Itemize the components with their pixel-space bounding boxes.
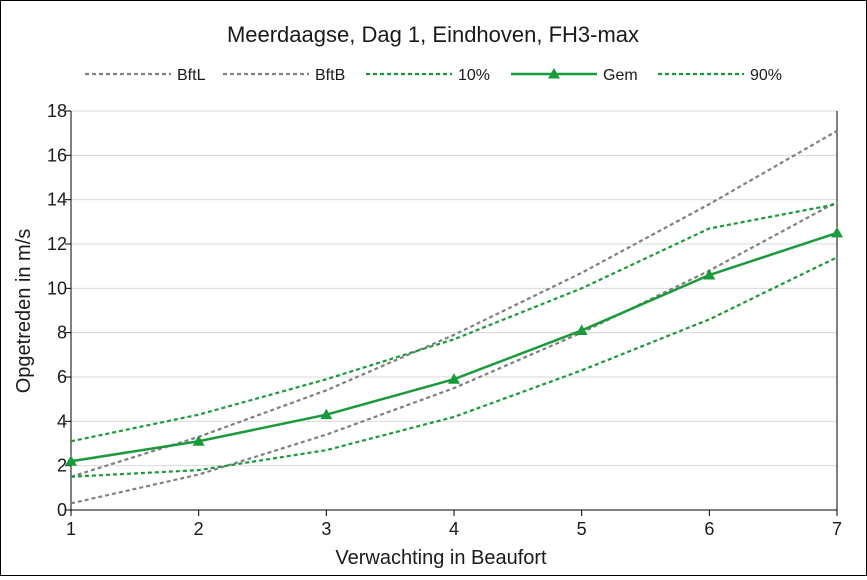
series-gem-line xyxy=(70,231,838,463)
y-tick-label-8: 8 xyxy=(57,323,67,343)
y-tick-label-10: 10 xyxy=(47,278,67,298)
legend-gem-label: Gem xyxy=(603,67,638,84)
axes xyxy=(65,110,838,516)
y-tick-label-0: 0 xyxy=(57,500,67,520)
series-10-line xyxy=(70,256,838,478)
x-tick-label-4: 4 xyxy=(449,519,459,539)
y-tick-label-12: 12 xyxy=(47,234,67,254)
series-90-line xyxy=(70,203,838,443)
x-axis-label: Verwachting in Beaufort xyxy=(335,547,547,569)
y-tick-label-18: 18 xyxy=(47,101,67,121)
series-bftb-line xyxy=(70,129,838,478)
grid-lines xyxy=(71,110,837,467)
x-tick-label-5: 5 xyxy=(577,519,587,539)
y-axis-label: Opgetreden in m/s xyxy=(13,229,35,394)
x-tick-label-1: 1 xyxy=(66,519,76,539)
x-tick-label-6: 6 xyxy=(704,519,714,539)
series-bftl-line xyxy=(70,200,838,505)
series-gem-marker-3 xyxy=(320,408,333,420)
legend-10-label: 10% xyxy=(458,67,490,84)
series-gem-marker-4 xyxy=(448,373,460,384)
legend-bftl-label: BftL xyxy=(177,67,206,84)
legend-bftb-label: BftB xyxy=(315,67,345,84)
y-tick-label-6: 6 xyxy=(57,367,67,387)
series-gem-marker-5 xyxy=(575,324,588,335)
y-tick-label-16: 16 xyxy=(47,145,67,165)
series-group xyxy=(65,129,843,505)
y-tick-label-4: 4 xyxy=(57,411,67,431)
chart-title: Meerdaagse, Dag 1, Eindhoven, FH3-max xyxy=(227,22,639,47)
series-gem-marker-6 xyxy=(703,269,716,280)
series-gem-marker-7 xyxy=(831,226,843,238)
legend: BftL BftB 10% Gem 90% xyxy=(85,67,782,84)
y-tick-label-2: 2 xyxy=(57,456,67,476)
x-tick-label-7: 7 xyxy=(832,519,842,539)
y-tick-label-14: 14 xyxy=(47,190,67,210)
series-gem-marker-1 xyxy=(65,455,77,466)
legend-gem-marker xyxy=(548,68,560,79)
x-tick-label-2: 2 xyxy=(194,519,204,539)
legend-90-label: 90% xyxy=(750,67,782,84)
x-tick-label-3: 3 xyxy=(321,519,331,539)
series-gem-marker-2 xyxy=(192,435,205,446)
